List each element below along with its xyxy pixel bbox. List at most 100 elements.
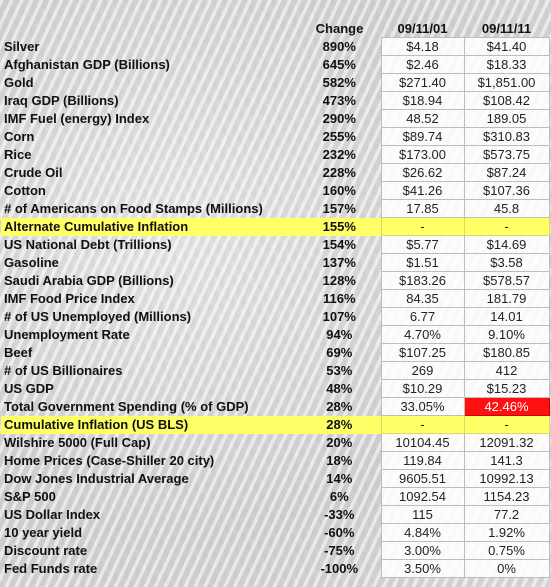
value-2001-cell: $18.94 bbox=[380, 91, 465, 110]
value-2011-cell: 181.79 bbox=[463, 289, 550, 308]
value-2011-cell: $15.23 bbox=[463, 379, 550, 398]
change-cell: 582% bbox=[322, 75, 356, 90]
row-label: Crude Oil bbox=[4, 165, 63, 180]
row-label: Alternate Cumulative Inflation bbox=[1, 217, 298, 236]
change-cell: 160% bbox=[322, 183, 356, 198]
value-2001-cell: 6.77 bbox=[380, 307, 465, 326]
table-row: Fed Funds rate -100% 3.50% 0% bbox=[1, 559, 550, 578]
header-row: Change 09/11/01 09/11/11 bbox=[1, 20, 549, 38]
value-2001-cell: $4.18 bbox=[380, 37, 465, 56]
change-cell: -33% bbox=[324, 507, 355, 522]
row-label: US GDP bbox=[4, 381, 54, 396]
change-cell: 290% bbox=[322, 111, 356, 126]
value-2011-cell: 10992.13 bbox=[463, 469, 550, 488]
value-2001-cell: 33.05% bbox=[380, 397, 465, 416]
value-2011-cell: $578.57 bbox=[463, 271, 550, 290]
value-2011-cell: $573.75 bbox=[463, 145, 550, 164]
table-row: Silver 890% $4.18 $41.40 bbox=[1, 37, 550, 56]
table-row: IMF Fuel (energy) Index 290% 48.52 189.05 bbox=[1, 109, 550, 128]
value-2011-cell: 141.3 bbox=[463, 451, 550, 470]
value-2011-cell: $108.42 bbox=[463, 91, 550, 110]
table-row: US Dollar Index -33% 115 77.2 bbox=[1, 505, 550, 524]
value-2001-cell: 84.35 bbox=[380, 289, 465, 308]
row-label: Cotton bbox=[4, 183, 46, 198]
table-row: Discount rate -75% 3.00% 0.75% bbox=[1, 541, 550, 560]
row-label: # of Americans on Food Stamps (Millions) bbox=[4, 201, 263, 216]
label-column-header bbox=[1, 20, 298, 38]
change-cell: 232% bbox=[322, 147, 356, 162]
value-2011-cell: $180.85 bbox=[463, 343, 550, 362]
value-2001-cell: $107.25 bbox=[380, 343, 465, 362]
value-2001-cell: 3.50% bbox=[380, 559, 465, 578]
change-cell: 14% bbox=[326, 471, 353, 486]
change-cell: 255% bbox=[322, 129, 356, 144]
value-2001-cell: $10.29 bbox=[380, 379, 465, 398]
change-cell: 137% bbox=[322, 255, 356, 270]
value-2011-cell: 12091.32 bbox=[463, 433, 550, 452]
value-2001-cell: 119.84 bbox=[380, 451, 465, 470]
row-label: Iraq GDP (Billions) bbox=[4, 93, 119, 108]
row-label: Discount rate bbox=[4, 543, 88, 558]
value-2011-cell: $18.33 bbox=[463, 55, 550, 74]
row-label: Dow Jones Industrial Average bbox=[4, 471, 189, 486]
table-row: Cumulative Inflation (US BLS) 28% - - bbox=[1, 415, 550, 434]
change-cell: 18% bbox=[326, 453, 353, 468]
change-cell: 69% bbox=[326, 345, 353, 360]
row-label: 10 year yield bbox=[4, 525, 83, 540]
row-label: Gold bbox=[4, 75, 34, 90]
change-cell: 116% bbox=[322, 291, 356, 306]
date-2011-column-header: 09/11/11 bbox=[481, 21, 532, 36]
value-2001-cell: $1.51 bbox=[380, 253, 465, 272]
value-2001-cell: 4.70% bbox=[380, 325, 465, 344]
table-row: Iraq GDP (Billions) 473% $18.94 $108.42 bbox=[1, 91, 550, 110]
change-cell: 53% bbox=[326, 363, 353, 378]
change-cell: 473% bbox=[322, 93, 356, 108]
row-label: Saudi Arabia GDP (Billions) bbox=[4, 273, 174, 288]
row-label: Wilshire 5000 (Full Cap) bbox=[4, 435, 151, 450]
change-column-header: Change bbox=[315, 21, 364, 37]
value-2001-cell: 10104.45 bbox=[380, 433, 465, 452]
row-label: Cumulative Inflation (US BLS) bbox=[1, 415, 298, 434]
row-label: Silver bbox=[4, 39, 40, 54]
table-row: Total Government Spending (% of GDP) 28% 3… bbox=[1, 397, 550, 416]
row-label: S&P 500 bbox=[4, 489, 56, 504]
row-label: Beef bbox=[4, 345, 33, 360]
change-cell: 94% bbox=[326, 327, 353, 342]
change-cell: 128% bbox=[322, 273, 356, 288]
value-2001-cell: - bbox=[380, 415, 465, 434]
table-row: Rice 232% $173.00 $573.75 bbox=[1, 145, 550, 164]
value-2001-cell: $2.46 bbox=[380, 55, 465, 74]
change-cell: 28% bbox=[326, 399, 353, 414]
table-row: Gasoline 137% $1.51 $3.58 bbox=[1, 253, 550, 272]
value-2001-cell: 115 bbox=[380, 505, 465, 524]
row-label: Gasoline bbox=[4, 255, 59, 270]
change-cell: 155% bbox=[298, 217, 381, 236]
value-2011-cell: 77.2 bbox=[463, 505, 550, 524]
change-cell: 157% bbox=[322, 201, 356, 216]
value-2011-cell: - bbox=[463, 415, 550, 434]
change-cell: 107% bbox=[322, 309, 356, 324]
value-2011-cell: 9.10% bbox=[463, 325, 550, 344]
table-row: IMF Food Price Index 116% 84.35 181.79 bbox=[1, 289, 550, 308]
change-cell: 154% bbox=[322, 237, 356, 252]
row-label: US Dollar Index bbox=[4, 507, 101, 522]
value-2011-cell: $310.83 bbox=[463, 127, 550, 146]
change-cell: -100% bbox=[320, 561, 359, 576]
value-2011-cell: $1,851.00 bbox=[463, 73, 550, 92]
value-2001-cell: 269 bbox=[380, 361, 465, 380]
change-cell: 228% bbox=[322, 165, 356, 180]
change-cell: 48% bbox=[326, 381, 353, 396]
value-2011-cell: $107.36 bbox=[463, 181, 550, 200]
row-label: # of US Billionaires bbox=[4, 363, 123, 378]
table-row: # of US Unemployed (Millions) 107% 6.77 14.… bbox=[1, 307, 550, 326]
table-row: Gold 582% $271.40 $1,851.00 bbox=[1, 73, 550, 92]
price-change-table: Change 09/11/01 09/11/11 Silver 890% $4.18… bbox=[1, 20, 550, 578]
value-2001-cell: $183.26 bbox=[380, 271, 465, 290]
value-2001-cell: $26.62 bbox=[380, 163, 465, 182]
row-label: IMF Fuel (energy) Index bbox=[4, 111, 150, 126]
value-2001-cell: 48.52 bbox=[380, 109, 465, 128]
table-row: Unemployment Rate 94% 4.70% 9.10% bbox=[1, 325, 550, 344]
value-2011-cell: 42.46% bbox=[463, 397, 550, 416]
value-2011-cell: 1.92% bbox=[463, 523, 550, 542]
table-row: Wilshire 5000 (Full Cap) 20% 10104.45 12091… bbox=[1, 433, 550, 452]
